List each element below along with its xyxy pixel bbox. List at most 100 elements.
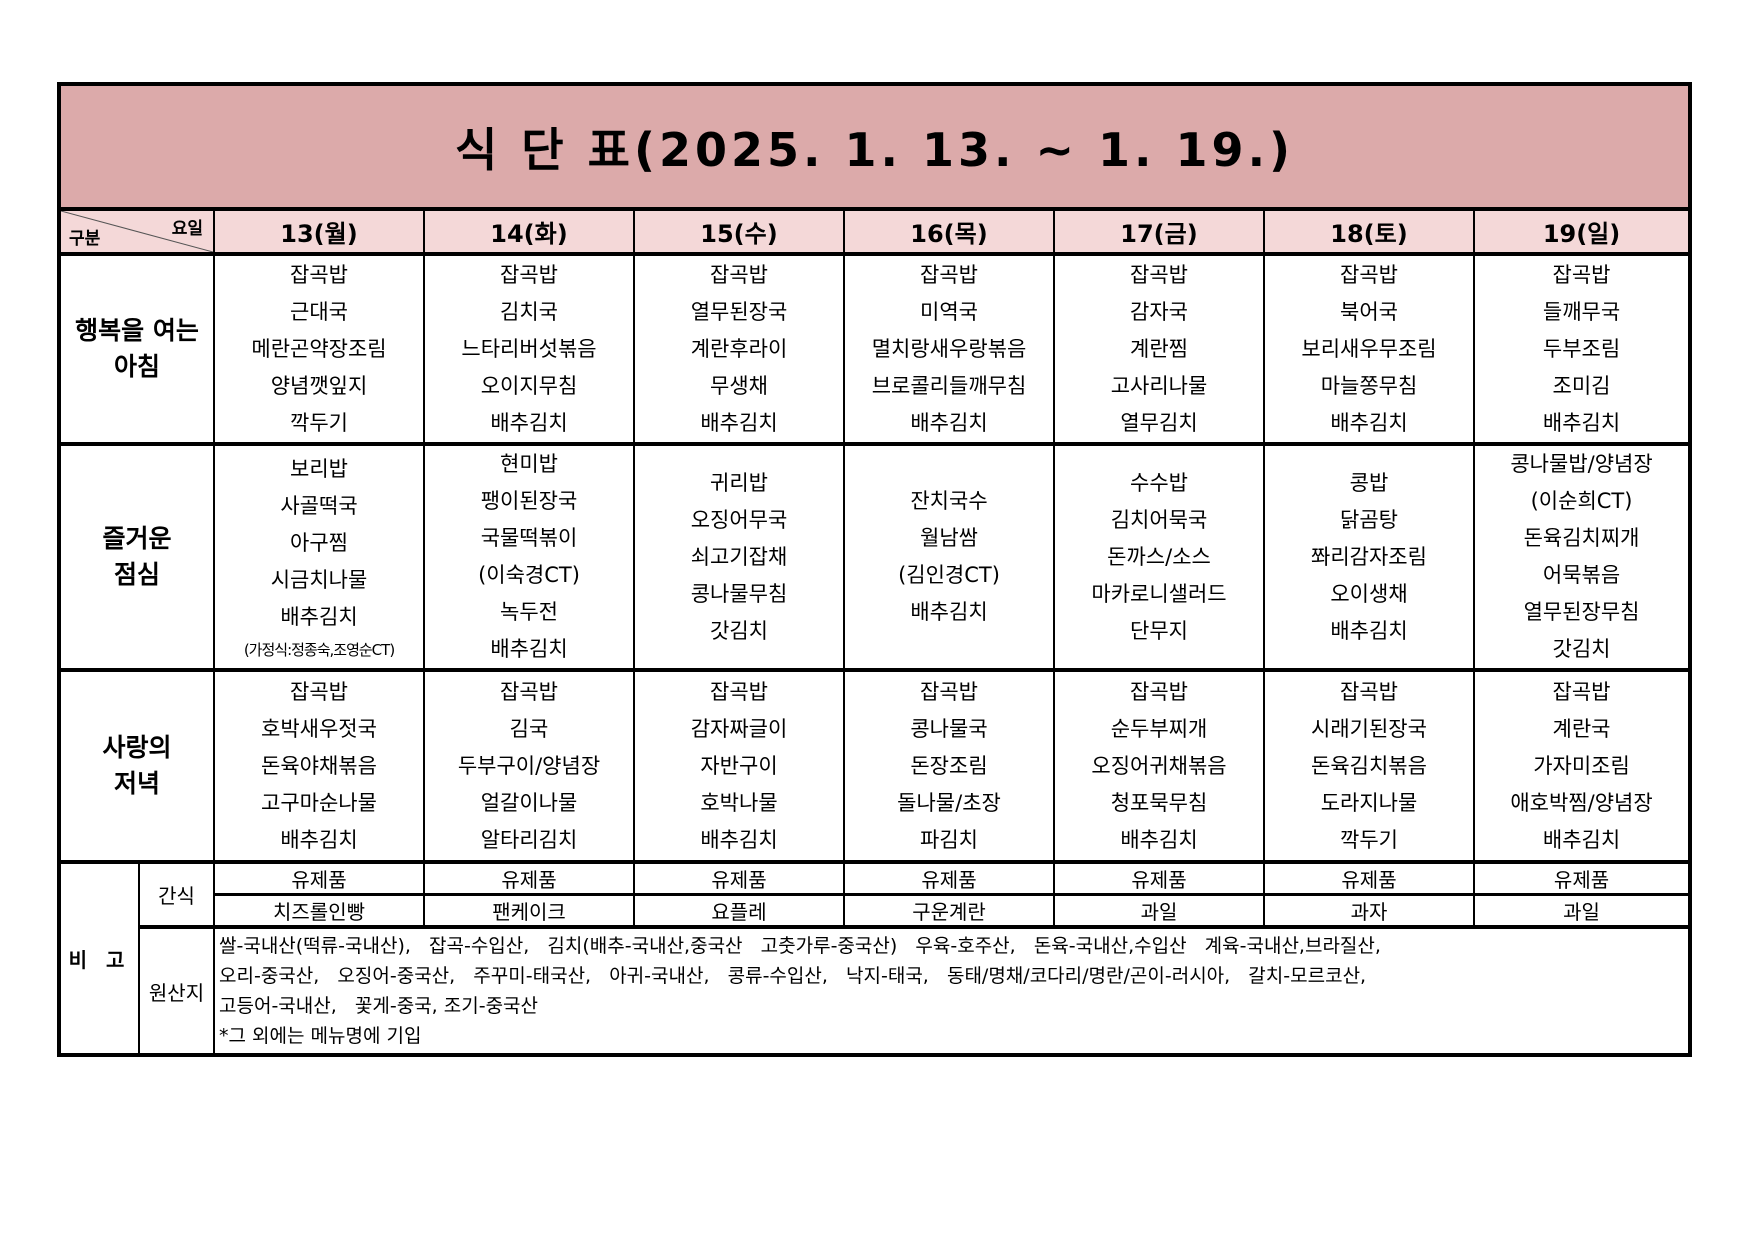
snack-dairy-cell: 유제품	[213, 860, 425, 896]
menu-item: 가자미조림	[1533, 753, 1630, 778]
menu-item: 시래기된장국	[1311, 716, 1427, 741]
menu-item: 배추김치	[1542, 827, 1621, 852]
menu-item: 잡곡밥	[1552, 262, 1611, 287]
meal-plan-table: 식 단 표(2025. 1. 13. ~ 1. 19.) 요일 구분 13(월)…	[57, 82, 1693, 1057]
menu-item: 국물떡볶이	[480, 526, 578, 550]
notes-label: 비 고	[58, 860, 140, 1056]
menu-item: 김치국	[500, 299, 558, 324]
lunch-cell-sat: 콩밥 닭곰탕 쫘리감자조림 오이생채 배추김치	[1263, 442, 1475, 671]
menu-item: 잔치국수	[910, 489, 988, 513]
menu-item: 브로콜리들깨무침	[871, 373, 1027, 398]
menu-item: 콩나물무침	[690, 581, 788, 606]
menu-item: 시금치나물	[270, 567, 368, 592]
menu-item: 배추김치	[490, 410, 568, 435]
menu-item: 콩밥	[1349, 470, 1389, 495]
snack-dairy-cell: 유제품	[1053, 860, 1265, 896]
menu-item: 호박새우젓국	[261, 716, 377, 741]
lunch-cell-mon: 보리밥 사골떡국 아구찜 시금치나물 배추김치 (가정식:정종숙,조영순CT)	[213, 442, 425, 671]
menu-item: 느타리버섯볶음	[461, 336, 597, 361]
menu-item: 갓김치	[1552, 637, 1611, 661]
page-title: 식 단 표(2025. 1. 13. ~ 1. 19.)	[57, 83, 1692, 211]
menu-item: 잡곡밥	[1130, 679, 1188, 704]
menu-item: 자반구이	[700, 753, 778, 778]
row-label-line: 즐거운	[102, 524, 172, 553]
menu-item: 깍두기	[290, 410, 348, 435]
dinner-cell-fri: 잡곡밥 순두부찌개 오징어귀채볶음 청포묵무침 배추김치	[1053, 668, 1265, 863]
day-header: 15(수)	[633, 208, 845, 256]
menu-item: 돈육김치볶음	[1311, 753, 1427, 778]
dinner-cell-thu: 잡곡밥 콩나물국 돈장조림 돌나물/초장 파김치	[843, 668, 1055, 863]
lunch-cell-tue: 현미밥 팽이된장국 국물떡볶이 (이숙경CT) 녹두전 배추김치	[423, 442, 635, 671]
dinner-row-label: 사랑의 저녁	[58, 668, 215, 863]
corner-cell: 요일 구분	[58, 208, 215, 256]
menu-item: 돈육김치찌개	[1523, 526, 1640, 550]
menu-item: 마늘쫑무침	[1320, 373, 1418, 398]
day-header: 18(토)	[1263, 208, 1475, 256]
menu-item: (김인경CT)	[898, 563, 1000, 587]
dinner-cell-sun: 잡곡밥 계란국 가자미조림 애호박찜/양념장 배추김치	[1472, 668, 1692, 863]
menu-item: 열무김치	[1120, 410, 1198, 435]
dinner-cell-wed: 잡곡밥 감자짜글이 자반구이 호박나물 배추김치	[633, 668, 845, 863]
origin-text: 쌀-국내산(떡류-국내산), 잡곡-수입산, 김치(배추-국내산,중국산 고춧가…	[212, 925, 1692, 1056]
menu-item: 배추김치	[1120, 827, 1198, 852]
menu-item: 배추김치	[910, 410, 988, 435]
breakfast-cell-sun: 잡곡밥 들깨무국 두부조림 조미김 배추김치	[1472, 252, 1692, 445]
menu-item: 잡곡밥	[290, 262, 348, 287]
menu-item: 배추김치	[280, 604, 358, 629]
menu-item: 감자국	[1130, 299, 1188, 324]
menu-item: 돈육야채볶음	[261, 753, 377, 778]
row-label-line: 아침	[113, 352, 160, 381]
day-header: 14(화)	[423, 208, 635, 256]
row-label-line: 점심	[113, 560, 160, 589]
snack-dairy-cell: 유제품	[1472, 860, 1692, 896]
day-header: 17(금)	[1053, 208, 1265, 256]
menu-item: 수수밥	[1130, 470, 1188, 495]
menu-item: (이숙경CT)	[478, 563, 580, 587]
lunch-cell-wed: 귀리밥 오징어무국 쇠고기잡채 콩나물무침 갓김치	[633, 442, 845, 671]
menu-item: 계란찜	[1130, 336, 1188, 361]
menu-item: 월남쌈	[920, 526, 978, 550]
lunch-cell-sun: 콩나물밥/양념장 (이순희CT) 돈육김치찌개 어묵볶음 열무된장무침 갓김치	[1472, 442, 1692, 671]
snack-item-cell: 과자	[1263, 893, 1475, 928]
menu-item: 들깨무국	[1542, 299, 1621, 324]
menu-item: 고사리나물	[1110, 373, 1208, 398]
menu-item: 파김치	[920, 827, 978, 852]
row-label-line: 사랑의	[102, 733, 172, 762]
menu-item: 조미김	[1552, 373, 1611, 398]
menu-item: 오이생채	[1330, 581, 1408, 606]
snack-dairy-cell: 유제품	[633, 860, 845, 896]
menu-item: 계란국	[1552, 716, 1611, 741]
menu-item: 녹두전	[500, 600, 558, 624]
menu-item: 돌나물/초장	[897, 790, 1001, 815]
menu-item: 호박나물	[700, 790, 778, 815]
menu-item: 돈까스/소스	[1107, 544, 1211, 569]
origin-line: 고등어-국내산, 꽃게-중국, 조기-중국산	[219, 995, 539, 1017]
menu-item: 팽이된장국	[480, 489, 578, 513]
menu-item: 잡곡밥	[920, 262, 978, 287]
menu-item: 김치어묵국	[1110, 507, 1208, 532]
origin-line: 오리-중국산, 오징어-중국산, 주꾸미-태국산, 아귀-국내산, 콩류-수입산…	[219, 965, 1367, 987]
menu-item: 오징어무국	[690, 507, 788, 532]
snack-dairy-cell: 유제품	[423, 860, 635, 896]
corner-label-day: 요일	[171, 219, 203, 239]
menu-item: 두부조림	[1542, 336, 1621, 361]
menu-item: 잡곡밥	[710, 679, 768, 704]
dinner-cell-tue: 잡곡밥 김국 두부구이/양념장 얼갈이나물 알타리김치	[423, 668, 635, 863]
menu-item: 잡곡밥	[500, 679, 558, 704]
breakfast-cell-wed: 잡곡밥 열무된장국 계란후라이 무생채 배추김치	[633, 252, 845, 445]
menu-item: 배추김치	[910, 600, 988, 624]
dinner-cell-sat: 잡곡밥 시래기된장국 돈육김치볶음 도라지나물 깍두기	[1263, 668, 1475, 863]
menu-item: 배추김치	[1330, 410, 1408, 435]
menu-item: 귀리밥	[710, 470, 768, 495]
menu-item: 잡곡밥	[920, 679, 978, 704]
menu-item: 단무지	[1130, 618, 1188, 643]
snack-item-row: 치즈롤인빵 팬케이크 요플레 구운계란 과일 과자 과일	[59, 893, 1692, 928]
menu-item: 마카로니샐러드	[1091, 581, 1227, 606]
menu-item: 열무된장국	[690, 299, 788, 324]
menu-item: 아구찜	[290, 530, 348, 555]
breakfast-cell-tue: 잡곡밥 김치국 느타리버섯볶음 오이지무침 배추김치	[423, 252, 635, 445]
dinner-cell-mon: 잡곡밥 호박새우젓국 돈육야채볶음 고구마순나물 배추김치	[213, 668, 425, 863]
menu-item: 순두부찌개	[1110, 716, 1208, 741]
